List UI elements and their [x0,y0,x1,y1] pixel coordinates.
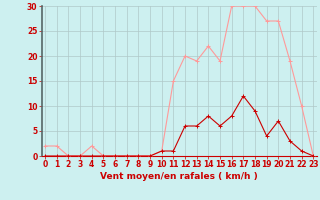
X-axis label: Vent moyen/en rafales ( km/h ): Vent moyen/en rafales ( km/h ) [100,172,258,181]
